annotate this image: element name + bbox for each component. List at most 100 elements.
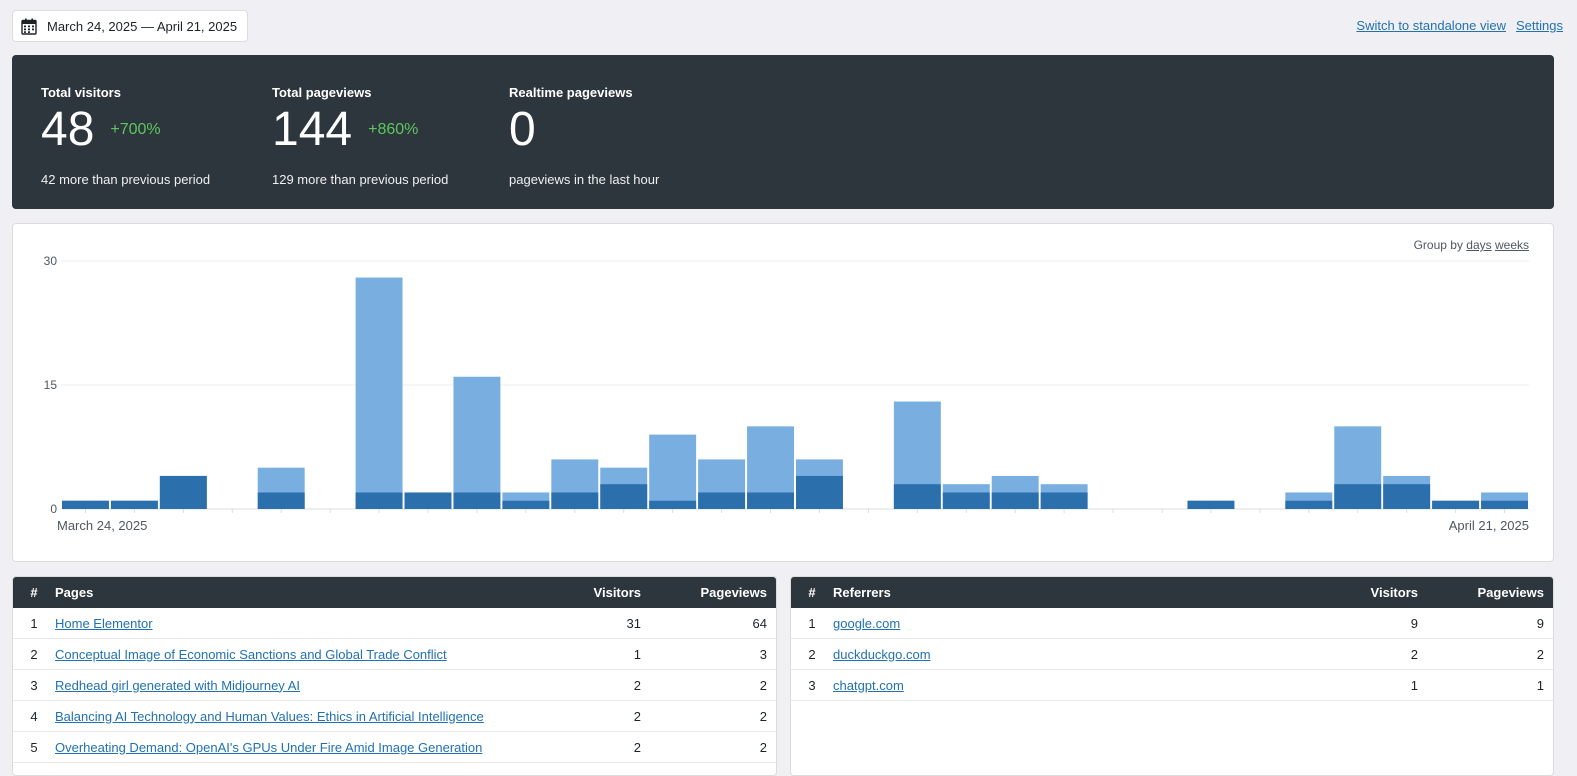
col-pageviews: Pageviews [1477, 585, 1545, 600]
page-link[interactable]: Balancing AI Technology and Human Values… [55, 708, 484, 724]
col-visitors: Visitors [593, 585, 641, 600]
kpi-change: +700% [110, 121, 161, 138]
pageviews-bar [355, 277, 403, 509]
visitors-bar [991, 492, 1039, 509]
y-tick-label: 30 [44, 254, 58, 268]
date-range-label: March 24, 2025 — April 21, 2025 [47, 18, 238, 34]
kpi-change: +860% [368, 121, 419, 138]
x-start-label: March 24, 2025 [57, 518, 147, 533]
kpi-label: Realtime pageviews [509, 85, 633, 100]
standalone-view-link[interactable]: Switch to standalone view [1356, 18, 1507, 33]
pageviews-bar [649, 434, 697, 509]
page-link[interactable]: Conceptual Image of Economic Sanctions a… [55, 646, 447, 662]
page-link[interactable]: Overheating Demand: OpenAI's GPUs Under … [55, 739, 483, 755]
col-num: # [30, 585, 38, 600]
col-num: # [808, 585, 816, 600]
table-row: 5 Overheating Demand: OpenAI's GPUs Unde… [13, 732, 776, 763]
settings-link[interactable]: Settings [1516, 18, 1563, 33]
kpi-total-visitors: Total visitors 48 +700% 42 more than pre… [41, 85, 210, 187]
visitors-bar [551, 492, 599, 509]
col-referrers: Referrers [833, 585, 891, 600]
page-link[interactable]: Home Elementor [55, 615, 153, 631]
visitors-pageviews-chart: 0 15 30 March 24, 2025 April 21, 2025 [44, 254, 1529, 533]
row-pageviews: 2 [759, 677, 767, 693]
visitors-bar [159, 475, 207, 509]
row-visitors: 2 [633, 708, 641, 724]
chart-panel: Group by days weeks 0 15 30 March 24, 2025 A… [12, 223, 1554, 562]
table-row: 3 chatgpt.com 1 1 [791, 670, 1553, 701]
visitors-bar [62, 500, 109, 509]
visitors-bar [747, 492, 794, 509]
row-num: 1 [30, 615, 38, 631]
referrer-link[interactable]: duckduckgo.com [833, 646, 931, 662]
group-by-label: Group by [1413, 238, 1463, 252]
pages-table: # Pages Visitors Pageviews 1 Home Elemen… [12, 576, 777, 776]
kpi-panel: Total visitors 48 +700% 42 more than pre… [12, 55, 1554, 209]
table-row: 2 duckduckgo.com 2 2 [791, 639, 1553, 670]
kpi-subtext: 129 more than previous period [272, 172, 449, 187]
kpi-total-pageviews: Total pageviews 144 +860% 129 more than … [272, 85, 448, 187]
date-range-picker[interactable]: March 24, 2025 — April 21, 2025 [12, 10, 249, 42]
row-visitors: 2 [633, 739, 641, 755]
visitors-bar [355, 492, 403, 509]
visitors-bar [1383, 484, 1431, 509]
group-by-days-link[interactable]: days [1466, 238, 1492, 252]
row-visitors: 31 [626, 615, 641, 631]
visitors-bar [404, 492, 452, 509]
pages-table-header: # Pages Visitors Pageviews [13, 577, 776, 608]
visitors-bar [257, 492, 305, 509]
row-visitors: 1 [633, 646, 641, 662]
col-pageviews: Pageviews [700, 585, 768, 600]
row-pageviews: 3 [759, 646, 767, 662]
row-pageviews: 9 [1536, 615, 1544, 631]
visitors-bar [1040, 492, 1088, 509]
row-pageviews: 64 [752, 615, 767, 631]
group-by-weeks-link[interactable]: weeks [1494, 238, 1529, 252]
row-pageviews: 1 [1536, 677, 1544, 693]
group-by-control: Group by days weeks [1414, 238, 1529, 252]
visitors-bar [796, 475, 843, 509]
kpi-subtext: 42 more than previous period [41, 172, 211, 187]
row-num: 2 [808, 646, 816, 662]
row-num: 3 [808, 677, 816, 693]
row-num: 3 [30, 677, 38, 693]
kpi-label: Total visitors [41, 85, 121, 100]
kpi-value: 144 [272, 103, 353, 156]
row-visitors: 2 [1410, 646, 1418, 662]
col-pages: Pages [55, 585, 94, 600]
row-visitors: 1 [1410, 677, 1418, 693]
referrers-table: # Referrers Visitors Pageviews 1 google.… [790, 576, 1554, 776]
visitors-bar [1432, 500, 1480, 509]
visitors-bar [600, 484, 648, 509]
visitors-bar [453, 492, 501, 509]
row-visitors: 2 [633, 677, 641, 693]
referrer-link[interactable]: google.com [833, 615, 901, 631]
table-row: 1 google.com 9 9 [791, 608, 1553, 639]
referrer-link[interactable]: chatgpt.com [833, 677, 904, 693]
y-tick-label: 0 [50, 502, 57, 516]
kpi-subtext: pageviews in the last hour [509, 172, 660, 187]
visitors-bar [698, 492, 746, 509]
visitors-bar [649, 500, 697, 509]
row-pageviews: 2 [759, 708, 767, 724]
table-row: 2 Conceptual Image of Economic Sanctions… [13, 639, 776, 670]
col-visitors: Visitors [1370, 585, 1418, 600]
referrers-table-header: # Referrers Visitors Pageviews [791, 577, 1553, 608]
visitors-bar [1285, 500, 1333, 509]
calendar-icon [21, 18, 37, 35]
visitors-bar [502, 500, 550, 509]
visitors-bar [1481, 500, 1528, 509]
kpi-realtime-pageviews: Realtime pageviews 0 pageviews in the la… [509, 85, 659, 187]
kpi-value: 48 [41, 103, 95, 156]
x-end-label: April 21, 2025 [1449, 518, 1529, 533]
row-num: 1 [808, 615, 816, 631]
kpi-label: Total pageviews [272, 85, 372, 100]
page-link[interactable]: Redhead girl generated with Midjourney A… [55, 677, 300, 693]
visitors-bar [110, 500, 158, 509]
row-visitors: 9 [1410, 615, 1418, 631]
row-pageviews: 2 [1536, 646, 1544, 662]
pageviews-bar [453, 376, 501, 509]
table-row: 1 Home Elementor 31 64 [13, 608, 776, 639]
y-tick-label: 15 [44, 378, 58, 392]
row-num: 2 [30, 646, 38, 662]
